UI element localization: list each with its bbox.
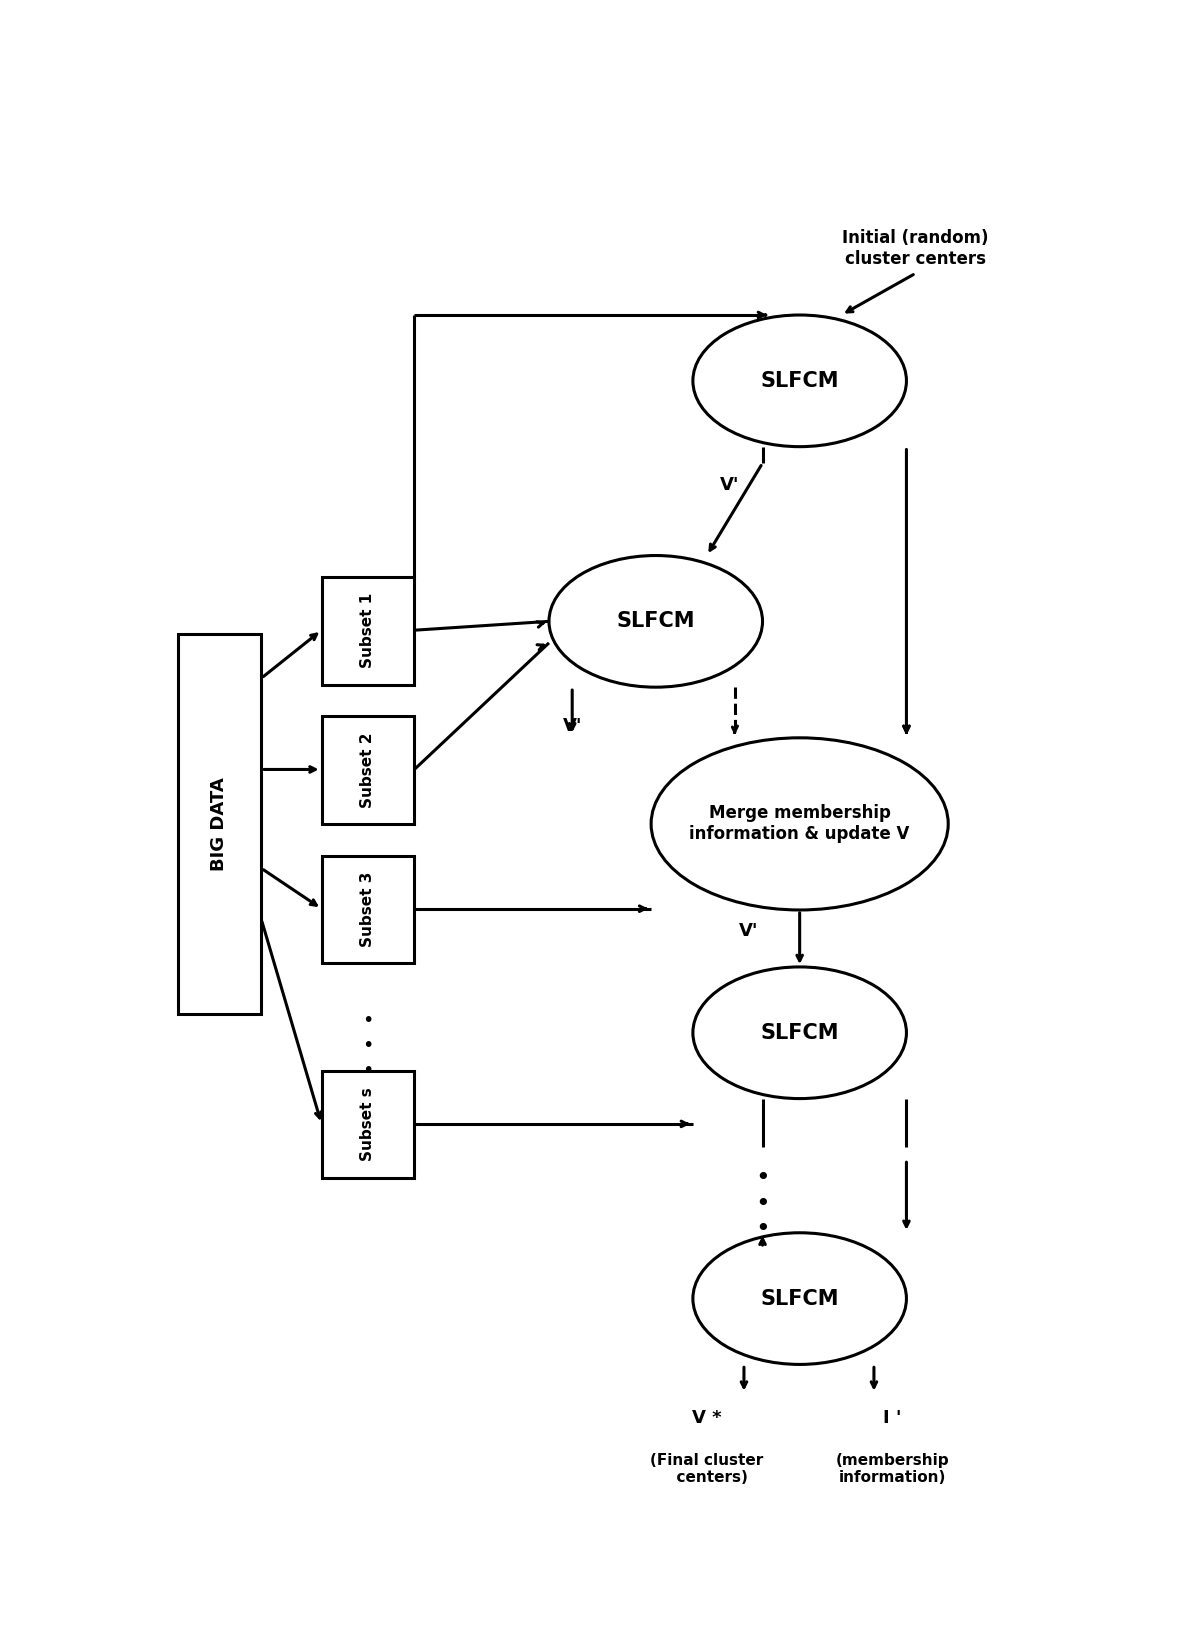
Text: Subset 2: Subset 2 <box>361 732 375 807</box>
Text: •: • <box>755 1166 770 1190</box>
Text: (membership
information): (membership information) <box>836 1453 949 1486</box>
Text: Subset 3: Subset 3 <box>361 871 375 947</box>
Text: V': V' <box>739 922 758 940</box>
FancyBboxPatch shape <box>177 635 261 1014</box>
Text: •: • <box>362 1036 374 1055</box>
Text: SLFCM: SLFCM <box>761 1289 839 1309</box>
Text: •: • <box>362 1062 374 1080</box>
Text: (Final cluster
  centers): (Final cluster centers) <box>651 1453 763 1486</box>
Ellipse shape <box>549 556 763 687</box>
Ellipse shape <box>692 1233 907 1365</box>
FancyBboxPatch shape <box>321 577 415 684</box>
Text: I ': I ' <box>883 1409 902 1427</box>
Text: V': V' <box>720 475 740 493</box>
Ellipse shape <box>652 738 949 911</box>
Text: Merge membership
information & update V: Merge membership information & update V <box>690 804 909 843</box>
Text: SLFCM: SLFCM <box>761 1023 839 1042</box>
Text: V *: V * <box>692 1409 721 1427</box>
Text: •: • <box>755 1192 770 1215</box>
Text: V': V' <box>562 717 582 735</box>
Text: Initial (random)
cluster centers: Initial (random) cluster centers <box>842 229 990 268</box>
FancyBboxPatch shape <box>321 717 415 824</box>
FancyBboxPatch shape <box>321 1070 415 1179</box>
Text: BIG DATA: BIG DATA <box>211 778 229 871</box>
Ellipse shape <box>692 967 907 1098</box>
Text: SLFCM: SLFCM <box>761 372 839 391</box>
Text: Subset s: Subset s <box>361 1088 375 1161</box>
Text: SLFCM: SLFCM <box>617 612 695 631</box>
Ellipse shape <box>692 316 907 447</box>
Text: •: • <box>362 1011 374 1029</box>
Text: •: • <box>755 1217 770 1241</box>
FancyBboxPatch shape <box>321 855 415 963</box>
Text: Subset 1: Subset 1 <box>361 593 375 669</box>
